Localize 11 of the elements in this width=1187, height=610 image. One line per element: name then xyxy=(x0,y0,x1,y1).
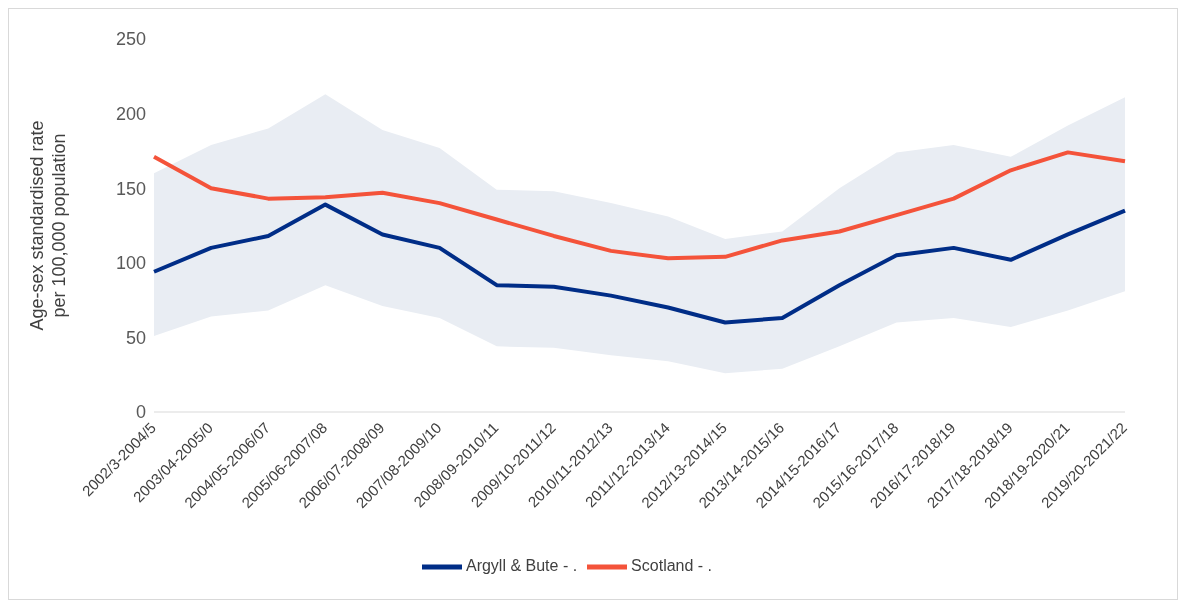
y-tick-label: 150 xyxy=(115,178,146,199)
y-tick-label: 50 xyxy=(125,327,146,348)
y-tick-label: 100 xyxy=(115,253,146,274)
line-series xyxy=(152,150,1127,261)
line-series xyxy=(152,202,1127,325)
legend-label: Argyll & Bute - . xyxy=(465,557,578,575)
y-tick-label: 200 xyxy=(115,103,146,124)
y-tick-label: 250 xyxy=(115,29,146,50)
y-axis-title: Age-sex standardised rate per 100,000 population xyxy=(27,120,69,331)
y-tick-label: 0 xyxy=(135,402,146,423)
legend-label: Scotland - . xyxy=(631,557,713,575)
